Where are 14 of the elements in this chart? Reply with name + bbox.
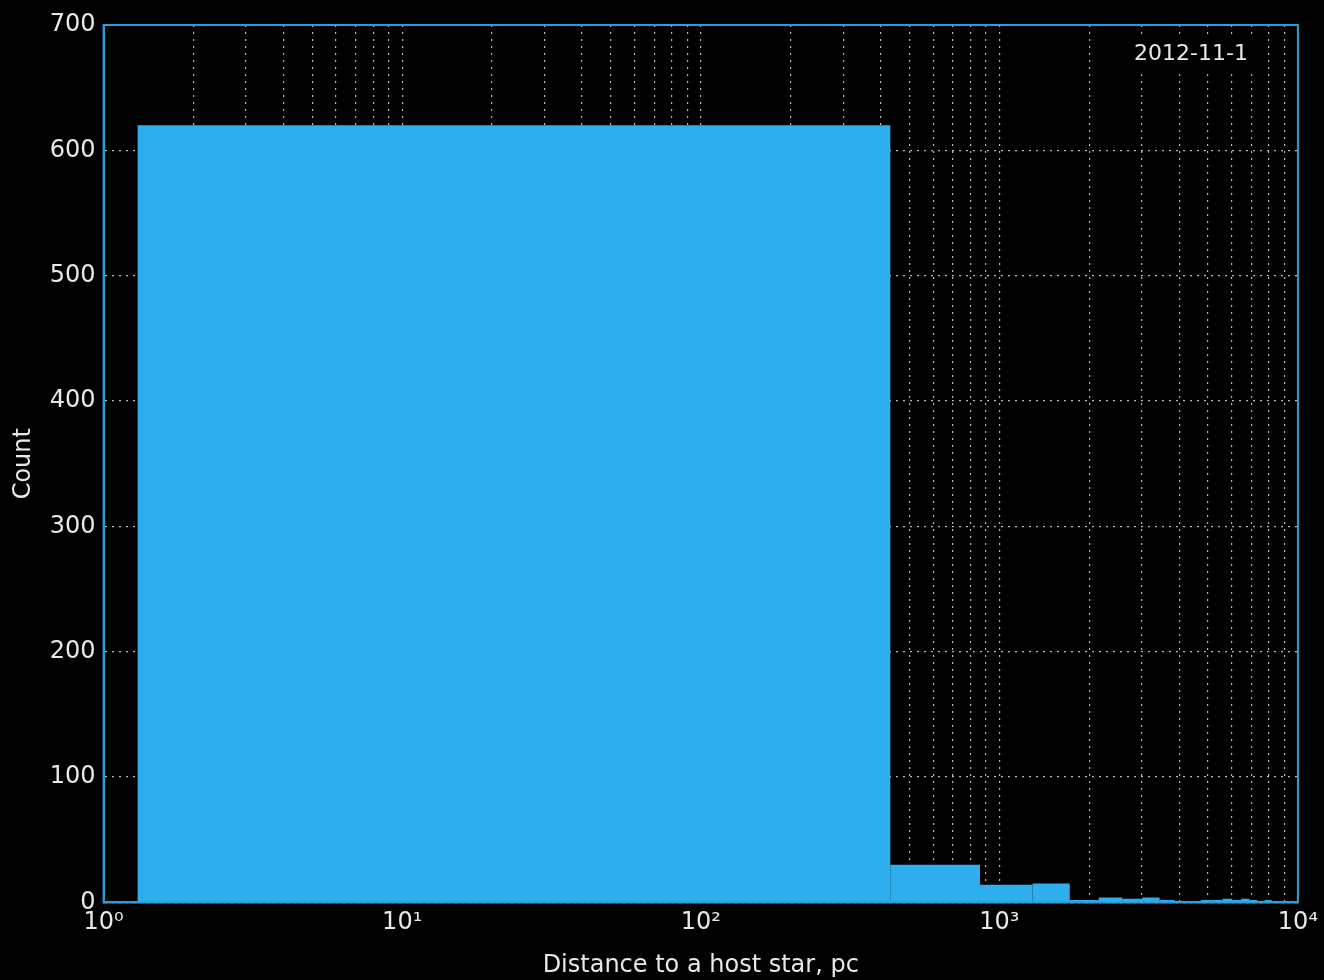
x-tick-label: 10³ [979, 907, 1020, 936]
y-tick-label: 200 [49, 635, 96, 664]
y-tick-label: 100 [49, 761, 96, 790]
x-tick-label: 10² [680, 907, 721, 936]
y-tick-label: 500 [49, 259, 96, 288]
y-tick-label: 700 [49, 9, 96, 38]
x-axis-title: Distance to a host star, pc [542, 949, 859, 978]
annotation: 2012-11-1 [1134, 39, 1248, 65]
y-axis-title: Count [7, 428, 36, 500]
y-tick-label: 300 [49, 510, 96, 539]
x-tick-label: 10⁴ [1277, 907, 1319, 936]
y-tick-label: 600 [49, 134, 96, 163]
y-tick-label: 400 [49, 385, 96, 414]
x-tick-label: 10¹ [382, 907, 423, 936]
